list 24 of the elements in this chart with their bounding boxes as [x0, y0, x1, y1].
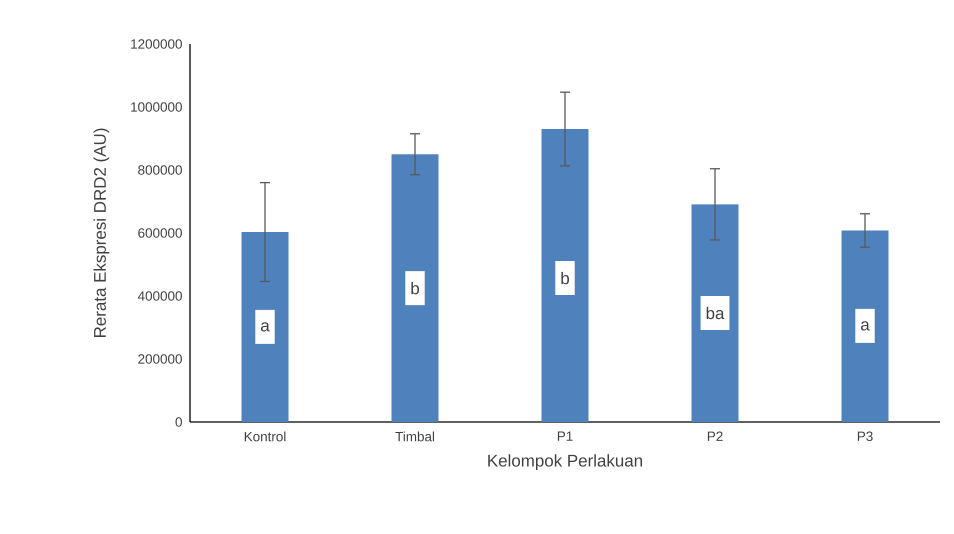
y-tick-label: 1000000: [131, 102, 182, 112]
y-tick-label: 1200000: [131, 39, 182, 49]
x-tick-label: P2: [708, 432, 723, 441]
annotation: ba: [706, 306, 724, 320]
bar: [392, 154, 439, 422]
y-tick-label: 200000: [138, 354, 182, 364]
bar: [542, 129, 589, 422]
x-tick-label: Kontrol: [244, 432, 286, 442]
annotation: a: [861, 321, 870, 331]
annotation: b: [561, 272, 569, 284]
bar: [842, 230, 889, 422]
x-tick-label: P1: [558, 432, 573, 441]
y-tick-label: 400000: [138, 291, 182, 301]
y-tick-label: 0: [176, 417, 182, 427]
bar: [242, 232, 289, 422]
x-tick-label: P3: [858, 432, 873, 442]
y-axis-title: Rerata Ekspresi DRD2 (AU): [94, 128, 110, 338]
bar: [692, 204, 739, 422]
y-tick-label: 800000: [138, 165, 182, 175]
annotation: a: [261, 322, 270, 332]
y-tick-label: 600000: [138, 228, 182, 238]
x-axis-title: Kelompok Perlakuan: [488, 454, 642, 470]
annotation: b: [411, 282, 419, 294]
x-tick-label: Timbal: [395, 432, 434, 442]
